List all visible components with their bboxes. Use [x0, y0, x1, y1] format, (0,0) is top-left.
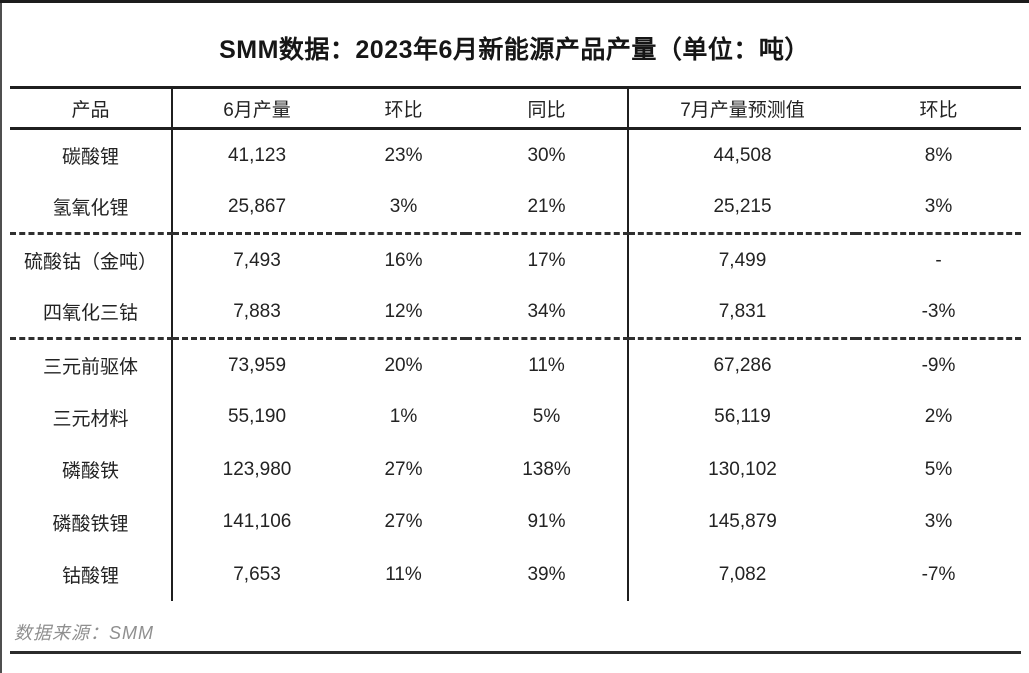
cell-mom: 23% — [384, 144, 423, 166]
cell-mom: 11% — [385, 563, 422, 585]
cell-yoy: 21% — [466, 181, 629, 235]
cell-product: 钴酸锂 — [10, 548, 173, 601]
cell-product: 硫酸钴（金吨） — [10, 233, 173, 286]
cell-yoy: 17% — [466, 233, 629, 286]
cell-forecast-mom: 5% — [924, 458, 953, 480]
cell-product: 磷酸铁 — [10, 443, 173, 496]
table-row: 四氧化三钴 7,883 12% 34% 7,831 -3% — [10, 286, 1021, 340]
cell-mom: 20% — [384, 354, 423, 376]
cell-july-forecast: 67,286 — [713, 354, 772, 376]
cell-yoy: 39% — [466, 548, 629, 601]
cell-mom: 27% — [384, 458, 423, 480]
cell-forecast-mom: -3% — [856, 286, 1021, 340]
cell-june-output: 7,653 — [233, 563, 281, 585]
table-body: 碳酸锂 41,123 23% 30% 44,508 8% 氢氧化锂 25,867… — [10, 128, 1021, 601]
table-row: 碳酸锂 41,123 23% 30% 44,508 8% — [10, 128, 1021, 181]
cell-july-forecast: 130,102 — [708, 458, 777, 480]
cell-june-output: 73,959 — [227, 354, 287, 376]
cell-june-output: 55,190 — [227, 406, 287, 428]
cell-forecast-mom: -7% — [921, 563, 956, 585]
cell-yoy: 30% — [466, 128, 629, 181]
cell-forecast-mom: - — [935, 249, 942, 271]
header-july-forecast: 7月产量预测值 — [628, 87, 856, 130]
cell-forecast-mom: -9% — [921, 354, 956, 376]
table-row: 磷酸铁 123,980 27% 138% 130,102 5% — [10, 443, 1021, 496]
cell-yoy: 91% — [466, 496, 629, 549]
cell-june-output: 123,980 — [222, 458, 292, 480]
cell-mom: 16% — [384, 249, 423, 271]
cell-product: 碳酸锂 — [10, 128, 173, 181]
cell-mom: 12% — [341, 286, 466, 340]
cell-june-output: 41,123 — [227, 144, 287, 166]
cell-yoy: 5% — [466, 391, 629, 444]
cell-june-output: 25,867 — [172, 181, 341, 235]
table-row: 磷酸铁锂 141,106 27% 91% 145,879 3% — [10, 496, 1021, 549]
header-mom: 环比 — [341, 87, 466, 130]
data-source-note: 数据来源：SMM — [14, 623, 154, 643]
cell-product: 磷酸铁锂 — [10, 496, 173, 549]
cell-product: 四氧化三钴 — [10, 286, 173, 340]
table-header: 产品 6月产量 环比 同比 7月产量预测值 环比 — [10, 87, 1021, 130]
cell-forecast-mom: 3% — [924, 511, 953, 533]
cell-product: 三元前驱体 — [10, 338, 173, 391]
table-row: 钴酸锂 7,653 11% 39% 7,082 -7% — [10, 548, 1021, 601]
cell-july-forecast: 25,215 — [628, 181, 856, 235]
cell-mom: 1% — [389, 406, 418, 428]
cell-forecast-mom: 3% — [856, 181, 1021, 235]
cell-forecast-mom: 2% — [924, 406, 953, 428]
production-data-table: 产品 6月产量 环比 同比 7月产量预测值 环比 碳酸锂 41,123 23% … — [10, 86, 1021, 601]
table-row: 硫酸钴（金吨） 7,493 16% 17% 7,499 - — [10, 233, 1021, 286]
cell-june-output: 7,493 — [233, 249, 281, 271]
header-yoy: 同比 — [466, 87, 629, 130]
table-row: 氢氧化锂 25,867 3% 21% 25,215 3% — [10, 181, 1021, 235]
table-row: 三元前驱体 73,959 20% 11% 67,286 -9% — [10, 338, 1021, 391]
cell-june-output: 7,883 — [172, 286, 341, 340]
cell-product: 三元材料 — [10, 391, 173, 444]
cell-july-forecast: 7,831 — [628, 286, 856, 340]
header-forecast-mom: 环比 — [856, 87, 1021, 130]
cell-mom: 3% — [341, 181, 466, 235]
cell-yoy: 11% — [466, 338, 629, 391]
cell-forecast-mom: 8% — [924, 144, 953, 166]
cell-yoy: 34% — [466, 286, 629, 340]
screenshot-left-edge-line — [0, 0, 2, 673]
bottom-rule-line — [10, 651, 1021, 654]
screenshot-top-edge-line — [0, 0, 1029, 3]
cell-july-forecast: 7,499 — [718, 249, 767, 271]
cell-july-forecast: 145,879 — [708, 511, 777, 533]
page-title: SMM数据：2023年6月新能源产品产量（单位：吨） — [219, 36, 810, 64]
cell-product: 氢氧化锂 — [10, 181, 173, 235]
header-product: 产品 — [10, 87, 173, 130]
cell-july-forecast: 7,082 — [718, 563, 767, 585]
cell-june-output: 141,106 — [222, 511, 292, 533]
table-header-row: 产品 6月产量 环比 同比 7月产量预测值 环比 — [10, 87, 1021, 130]
table-row: 三元材料 55,190 1% 5% 56,119 2% — [10, 391, 1021, 444]
header-june-output: 6月产量 — [172, 87, 341, 130]
cell-july-forecast: 44,508 — [713, 144, 772, 166]
cell-mom: 27% — [384, 511, 423, 533]
cell-july-forecast: 56,119 — [714, 406, 771, 428]
cell-yoy: 138% — [466, 443, 629, 496]
